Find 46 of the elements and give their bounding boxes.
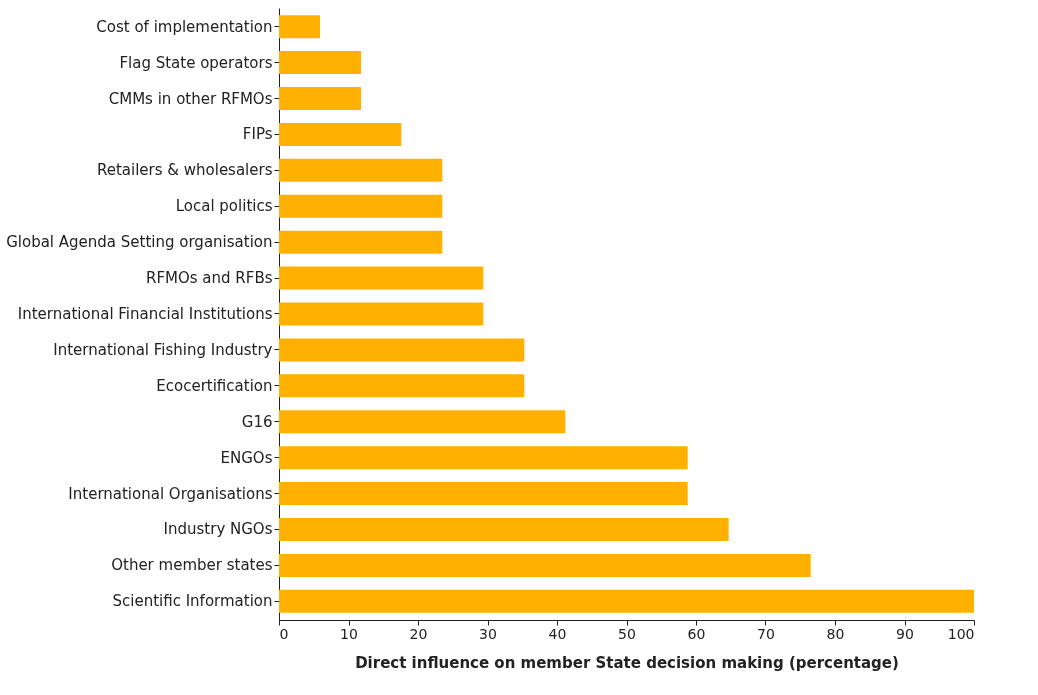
y-tick-label: Scientific Information bbox=[112, 592, 273, 611]
x-tick-label: 40 bbox=[548, 625, 567, 642]
bar bbox=[279, 446, 688, 470]
y-tick-label: Retailers & wholesalers bbox=[96, 161, 273, 180]
y-tick-label: ENGOs bbox=[220, 448, 273, 467]
bar bbox=[279, 482, 688, 506]
x-tick-label: 50 bbox=[618, 625, 636, 642]
y-tick-label: FIPs bbox=[242, 125, 273, 144]
y-tick-label: Industry NGOs bbox=[163, 520, 273, 539]
x-tick-label: 20 bbox=[409, 625, 428, 642]
y-tick-label: Flag State operators bbox=[119, 53, 273, 72]
bar bbox=[279, 589, 974, 613]
y-tick-label: Ecocertification bbox=[156, 376, 273, 395]
bar bbox=[279, 410, 566, 434]
y-tick-label: International Fishing Industry bbox=[53, 340, 273, 359]
bar bbox=[279, 338, 525, 362]
x-tick-label: 90 bbox=[896, 625, 914, 642]
y-tick-label: RFMOs and RFBs bbox=[145, 269, 273, 288]
bar bbox=[279, 51, 362, 75]
x-tick-label: 80 bbox=[826, 625, 845, 642]
x-tick-label: 100 bbox=[947, 625, 975, 642]
y-tick-label: International Financial Institutions bbox=[17, 305, 273, 323]
x-tick-label: 30 bbox=[479, 625, 497, 642]
bar bbox=[279, 122, 402, 146]
x-tick-label: 70 bbox=[757, 625, 775, 642]
y-tick-label: Local politics bbox=[175, 197, 273, 216]
bar bbox=[279, 87, 362, 110]
bar bbox=[279, 230, 443, 254]
x-tick-label: 10 bbox=[340, 625, 358, 642]
y-tick-label: Global Agenda Setting organisation bbox=[6, 233, 273, 252]
y-tick-label: Cost of implementation bbox=[96, 17, 273, 36]
y-tick-label: CMMs in other RFMOs bbox=[108, 89, 273, 108]
bar bbox=[279, 518, 729, 541]
bar bbox=[279, 15, 321, 39]
bar bbox=[279, 553, 811, 577]
bar bbox=[279, 194, 443, 218]
x-tick-label: 60 bbox=[687, 625, 706, 642]
bar bbox=[279, 158, 443, 182]
y-tick-label: G16 bbox=[241, 412, 273, 431]
y-tick-label: International Organisations bbox=[68, 484, 273, 503]
bar bbox=[279, 374, 525, 398]
bar bbox=[279, 266, 484, 290]
y-tick-label: Other member states bbox=[111, 556, 273, 575]
x-tick-label: 0 bbox=[279, 625, 289, 642]
bar bbox=[279, 302, 484, 326]
x-axis-title: Direct influence on member State decision making (percentage) bbox=[355, 653, 899, 672]
